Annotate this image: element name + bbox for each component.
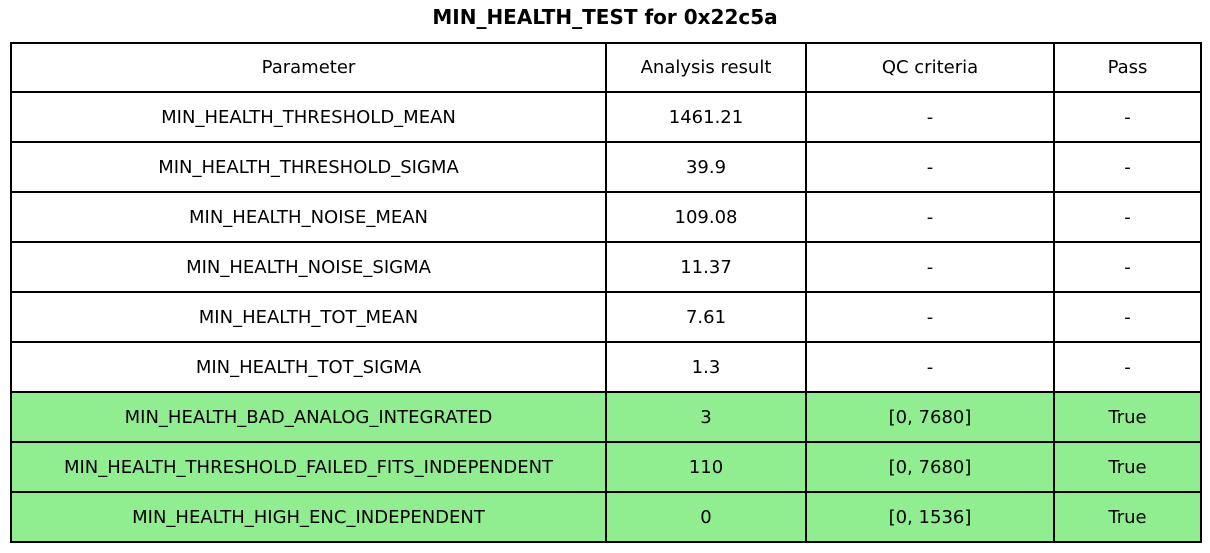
table-row: MIN_HEALTH_BAD_ANALOG_INTEGRATED 3 [0, 7… bbox=[10, 391, 1202, 443]
cell-parameter: MIN_HEALTH_THRESHOLD_FAILED_FITS_INDEPEN… bbox=[10, 441, 607, 493]
table-row: MIN_HEALTH_THRESHOLD_MEAN 1461.21 - - bbox=[10, 91, 1202, 143]
cell-qc-criteria: - bbox=[805, 241, 1055, 293]
qc-results-table: Parameter Analysis result QC criteria Pa… bbox=[10, 42, 1202, 543]
cell-pass: - bbox=[1053, 291, 1202, 343]
cell-qc-criteria: - bbox=[805, 91, 1055, 143]
cell-analysis-result: 1.3 bbox=[605, 341, 807, 393]
cell-parameter: MIN_HEALTH_THRESHOLD_MEAN bbox=[10, 91, 607, 143]
cell-qc-criteria: [0, 7680] bbox=[805, 391, 1055, 443]
cell-pass: - bbox=[1053, 341, 1202, 393]
column-header-qc-criteria: QC criteria bbox=[805, 42, 1055, 93]
cell-analysis-result: 11.37 bbox=[605, 241, 807, 293]
cell-qc-criteria: - bbox=[805, 341, 1055, 393]
header-row: Parameter Analysis result QC criteria Pa… bbox=[10, 42, 1202, 93]
figure-title: MIN_HEALTH_TEST for 0x22c5a bbox=[432, 5, 778, 29]
table-row: MIN_HEALTH_THRESHOLD_FAILED_FITS_INDEPEN… bbox=[10, 441, 1202, 493]
table-row: MIN_HEALTH_NOISE_MEAN 109.08 - - bbox=[10, 191, 1202, 243]
cell-qc-criteria: - bbox=[805, 291, 1055, 343]
cell-analysis-result: 0 bbox=[605, 491, 807, 543]
cell-parameter: MIN_HEALTH_TOT_MEAN bbox=[10, 291, 607, 343]
table-row: MIN_HEALTH_HIGH_ENC_INDEPENDENT 0 [0, 15… bbox=[10, 491, 1202, 543]
cell-pass: True bbox=[1053, 391, 1202, 443]
column-header-analysis-result: Analysis result bbox=[605, 42, 807, 93]
table-row: MIN_HEALTH_NOISE_SIGMA 11.37 - - bbox=[10, 241, 1202, 293]
table-row: MIN_HEALTH_TOT_SIGMA 1.3 - - bbox=[10, 341, 1202, 393]
cell-pass: - bbox=[1053, 191, 1202, 243]
cell-analysis-result: 1461.21 bbox=[605, 91, 807, 143]
cell-pass: - bbox=[1053, 141, 1202, 193]
column-header-pass: Pass bbox=[1053, 42, 1202, 93]
cell-pass: - bbox=[1053, 91, 1202, 143]
cell-parameter: MIN_HEALTH_NOISE_SIGMA bbox=[10, 241, 607, 293]
cell-parameter: MIN_HEALTH_BAD_ANALOG_INTEGRATED bbox=[10, 391, 607, 443]
cell-analysis-result: 110 bbox=[605, 441, 807, 493]
cell-analysis-result: 7.61 bbox=[605, 291, 807, 343]
cell-qc-criteria: [0, 7680] bbox=[805, 441, 1055, 493]
cell-analysis-result: 3 bbox=[605, 391, 807, 443]
cell-pass: - bbox=[1053, 241, 1202, 293]
column-header-parameter: Parameter bbox=[10, 42, 607, 93]
cell-qc-criteria: - bbox=[805, 191, 1055, 243]
cell-parameter: MIN_HEALTH_HIGH_ENC_INDEPENDENT bbox=[10, 491, 607, 543]
cell-qc-criteria: - bbox=[805, 141, 1055, 193]
cell-analysis-result: 109.08 bbox=[605, 191, 807, 243]
cell-qc-criteria: [0, 1536] bbox=[805, 491, 1055, 543]
table-row: MIN_HEALTH_TOT_MEAN 7.61 - - bbox=[10, 291, 1202, 343]
cell-analysis-result: 39.9 bbox=[605, 141, 807, 193]
cell-pass: True bbox=[1053, 491, 1202, 543]
table-row: MIN_HEALTH_THRESHOLD_SIGMA 39.9 - - bbox=[10, 141, 1202, 193]
cell-parameter: MIN_HEALTH_TOT_SIGMA bbox=[10, 341, 607, 393]
cell-pass: True bbox=[1053, 441, 1202, 493]
cell-parameter: MIN_HEALTH_NOISE_MEAN bbox=[10, 191, 607, 243]
cell-parameter: MIN_HEALTH_THRESHOLD_SIGMA bbox=[10, 141, 607, 193]
